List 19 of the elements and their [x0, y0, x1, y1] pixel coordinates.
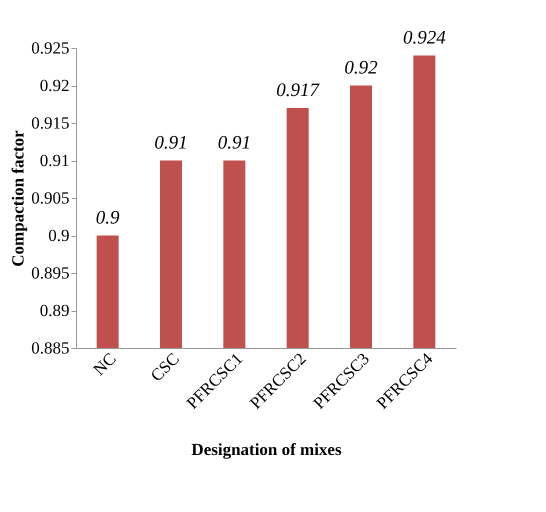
data-label: 0.91 [218, 132, 251, 154]
y-tick-label: 0.915 [31, 114, 70, 132]
y-tick-label: 0.92 [40, 76, 70, 95]
data-label: 0.917 [276, 80, 321, 101]
y-axis-title: Compaction factor [8, 130, 28, 267]
x-tick-label: NC [90, 349, 120, 380]
y-tick-label: 0.89 [40, 301, 70, 320]
y-tick-label: 0.885 [31, 338, 70, 358]
y-tick-label: 0.925 [31, 38, 70, 58]
y-tick-label: 0.9 [48, 226, 70, 245]
y-tick-label: 0.905 [31, 188, 70, 208]
data-label: 0.91 [154, 132, 188, 154]
x-axis-title: Designation of mixes [191, 440, 342, 459]
x-tick-label: CSC [146, 349, 184, 386]
data-label: 0.92 [344, 58, 378, 78]
y-tick-label: 0.91 [40, 151, 70, 170]
y-tick-label: 0.895 [31, 264, 70, 282]
data-label: 0.924 [402, 28, 446, 48]
data-label: 0.9 [96, 208, 120, 228]
